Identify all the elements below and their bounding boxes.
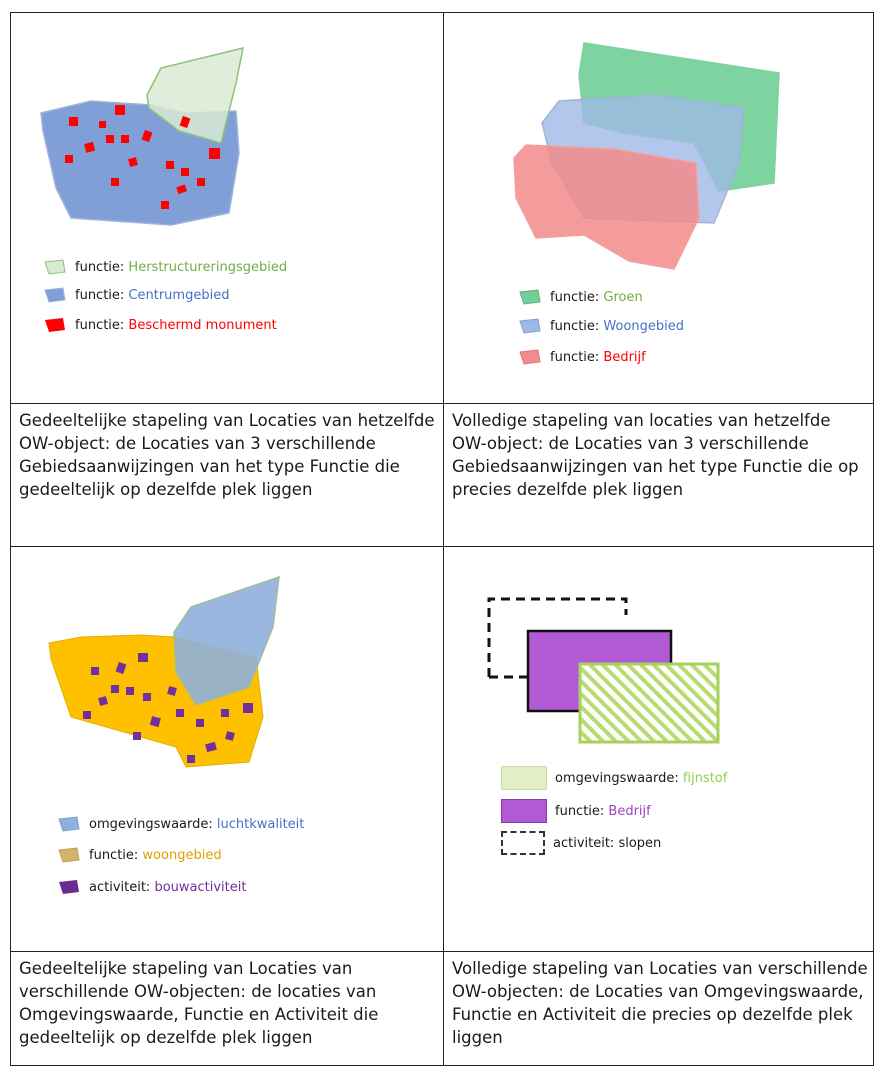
beschermd-monument-swatch-icon xyxy=(45,318,65,332)
legend-item-slopen: activiteit: slopen xyxy=(501,831,661,855)
bedrijf-swatch-icon xyxy=(519,349,541,365)
legend-item-bedrijf: functie: Bedrijf xyxy=(518,349,646,365)
luchtkwaliteit-shape xyxy=(173,575,280,706)
herstructureringsgebied-swatch-icon xyxy=(44,259,66,275)
column-divider xyxy=(443,13,444,1065)
slopen-swatch-icon xyxy=(501,831,545,855)
caption-bottom-left: Gedeeltelijke stapeling van Locaties van… xyxy=(19,959,379,1047)
woongebied-functie-swatch-icon xyxy=(58,847,80,863)
fijnstof-hatched-shape xyxy=(578,662,720,744)
caption-bottom-right: Volledige stapeling van Locaties van ver… xyxy=(452,959,868,1047)
bouwactiviteit-swatch-icon xyxy=(59,880,79,894)
legend-item-groen: functie: Groen xyxy=(518,289,643,305)
row-divider-2 xyxy=(11,546,873,547)
diagram-full-stack-different-objects xyxy=(487,597,720,744)
woongebied-swatch-icon xyxy=(519,318,541,334)
legend-item-fijnstof: omgevingswaarde: fijnstof xyxy=(501,766,727,790)
legend-item-bedrijf-functie: functie: Bedrijf xyxy=(501,799,651,823)
herstructureringsgebied-shape xyxy=(146,46,244,144)
diagram-full-stack-same-object xyxy=(513,42,780,270)
groen-swatch-icon xyxy=(519,289,541,305)
caption-top-right: Volledige stapeling van locaties van het… xyxy=(452,411,859,499)
fijnstof-swatch-icon xyxy=(501,766,547,790)
bedrijf-functie-swatch-icon xyxy=(501,799,547,823)
legend-item-beschermd-monument: functie: Beschermd monument xyxy=(43,317,277,333)
bouwactiviteit-shapes xyxy=(83,653,253,763)
bedrijf-shape xyxy=(513,144,700,270)
figure-table: functie: Herstructureringsgebied functie… xyxy=(10,12,874,1066)
luchtkwaliteit-swatch-icon xyxy=(58,816,80,832)
legend-item-herstructureringsgebied: functie: Herstructureringsgebied xyxy=(43,259,287,275)
row-divider-3 xyxy=(11,951,873,952)
centrumgebied-swatch-icon xyxy=(44,287,66,303)
legend-item-woongebied-functie: functie: woongebied xyxy=(57,847,222,863)
legend-item-bouwactiviteit: activiteit: bouwactiviteit xyxy=(57,879,246,895)
diagram-partial-stack-same-object xyxy=(40,46,244,226)
diagram-partial-stack-different-objects xyxy=(48,575,280,768)
caption-top-left: Gedeeltelijke stapeling van Locaties van… xyxy=(19,411,435,499)
legend-item-woongebied: functie: Woongebied xyxy=(518,318,684,334)
legend-item-centrumgebied: functie: Centrumgebied xyxy=(43,287,229,303)
slopen-dashed-shape xyxy=(487,597,628,677)
beschermd-monument-shapes xyxy=(65,105,220,209)
row-divider-1 xyxy=(11,403,873,404)
legend-item-luchtkwaliteit: omgevingswaarde: luchtkwaliteit xyxy=(57,816,304,832)
